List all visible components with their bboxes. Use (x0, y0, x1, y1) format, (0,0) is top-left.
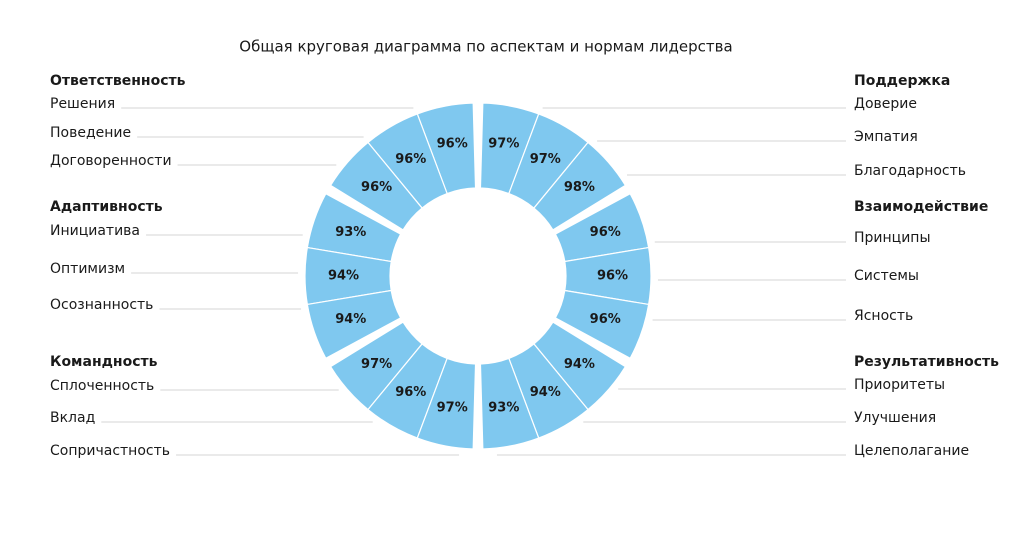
donut-segment (533, 141, 627, 231)
value-label: 94% (335, 312, 366, 327)
category-label: Решения (50, 96, 115, 112)
group-label: Ответственность (50, 73, 186, 89)
value-label: 94% (530, 385, 561, 400)
value-label: 96% (361, 180, 392, 195)
value-label: 93% (488, 400, 519, 415)
donut-segment (367, 113, 448, 209)
donut-segment (306, 289, 402, 360)
category-label: Принципы (854, 230, 931, 246)
group-label: Взаимодействие (854, 199, 988, 215)
donut-segment (329, 321, 423, 411)
category-label: Приоритеты (854, 377, 945, 393)
category-label: Благодарность (854, 163, 966, 179)
value-label: 96% (590, 312, 621, 327)
value-label: 93% (335, 225, 366, 240)
group-label: Командность (50, 354, 158, 370)
value-label: 97% (361, 357, 392, 372)
category-label: Сопричастность (50, 443, 170, 459)
donut-segment (304, 246, 392, 306)
value-label: 96% (395, 152, 426, 167)
category-label: Ясность (854, 308, 913, 324)
value-label: 98% (564, 180, 595, 195)
category-label: Эмпатия (854, 129, 918, 145)
donut-segment (329, 141, 423, 231)
category-label: Целеполагание (854, 443, 969, 459)
value-label: 96% (437, 137, 468, 152)
value-label: 96% (597, 269, 628, 284)
value-label: 94% (328, 269, 359, 284)
value-label: 97% (437, 400, 468, 415)
value-label: 96% (590, 225, 621, 240)
category-label: Договоренности (50, 153, 172, 169)
donut-segment (479, 357, 540, 450)
group-label: Адаптивность (50, 199, 163, 215)
donut-segment (367, 343, 448, 439)
donut-segment (416, 357, 477, 450)
category-label: Осознанность (50, 297, 153, 313)
donut-segment (416, 102, 477, 195)
chart-title: Общая круговая диаграмма по аспектам и н… (239, 38, 732, 56)
value-label: 96% (395, 385, 426, 400)
value-label: 94% (564, 357, 595, 372)
group-label: Поддержка (854, 73, 950, 89)
category-label: Поведение (50, 125, 131, 141)
group-label: Результативность (854, 354, 999, 370)
category-label: Доверие (854, 96, 917, 112)
category-label: Инициатива (50, 223, 140, 239)
category-label: Системы (854, 268, 919, 284)
donut-segment (554, 289, 650, 360)
donut-segment (306, 192, 402, 263)
value-label: 97% (530, 152, 561, 167)
leader-lines (101, 107, 846, 456)
category-label: Улучшения (854, 410, 936, 426)
category-label: Сплоченность (50, 378, 154, 394)
value-label: 97% (488, 137, 519, 152)
category-label: Оптимизм (50, 261, 125, 277)
category-label: Вклад (50, 410, 95, 426)
